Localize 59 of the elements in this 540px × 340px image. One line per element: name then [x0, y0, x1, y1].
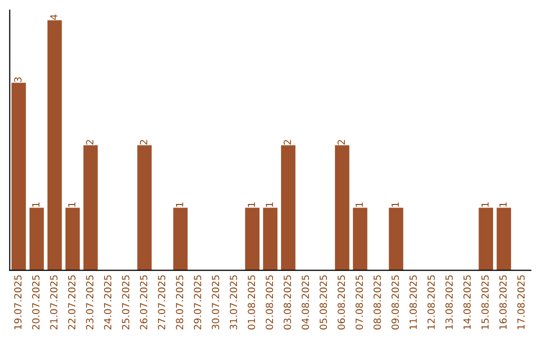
x-tick-label: 04.08.2025	[302, 275, 310, 330]
bar	[137, 145, 152, 270]
data-label: 4	[50, 14, 58, 20]
bar	[12, 82, 26, 270]
x-tick-label: 22.07.2025	[68, 275, 76, 330]
x-tick-label: 31.07.2025	[230, 275, 238, 330]
data-label: 1	[32, 202, 40, 207]
x-tick-label: 30.07.2025	[212, 275, 220, 330]
bar	[496, 208, 512, 270]
x-tick-label: 25.07.2025	[122, 275, 130, 330]
x-tick-label: 15.08.2025	[481, 275, 489, 330]
data-label: 1	[392, 202, 399, 207]
x-tick-label: 01.08.2025	[248, 275, 256, 330]
x-tick-label: 13.08.2025	[445, 275, 453, 330]
x-tick-label: 23.07.2025	[86, 275, 94, 330]
bar	[245, 208, 260, 270]
x-tick-label: 24.07.2025	[104, 275, 112, 330]
x-tick-label: 06.08.2025	[338, 275, 345, 330]
x-tick-label: 03.08.2025	[284, 275, 292, 330]
x-tick-label: 05.08.2025	[320, 275, 327, 330]
x-tick-label: 19.07.2025	[14, 275, 22, 330]
data-label: 1	[499, 202, 507, 207]
x-tick-label: 28.07.2025	[176, 275, 184, 330]
data-label: 1	[248, 202, 255, 207]
x-tick-label: 07.08.2025	[356, 275, 363, 330]
x-tick-label: 17.08.2025	[517, 275, 525, 330]
bar	[281, 145, 296, 270]
bar	[173, 208, 188, 270]
data-label: 2	[86, 140, 94, 145]
x-tick-label: 12.08.2025	[427, 275, 435, 330]
x-tick-label: 09.08.2025	[392, 275, 399, 330]
bar	[334, 145, 350, 270]
x-tick-label: 02.08.2025	[266, 275, 274, 330]
data-label: 2	[338, 140, 345, 145]
data-label: 2	[140, 140, 148, 145]
data-label: 1	[481, 202, 489, 207]
x-tick-label: 20.07.2025	[32, 275, 40, 330]
x-tick-label: 08.08.2025	[374, 275, 381, 330]
x-tick-label: 26.07.2025	[140, 275, 148, 330]
data-label: 1	[68, 202, 76, 207]
x-tick-label: 29.07.2025	[194, 275, 202, 330]
x-tick-label: 14.08.2025	[463, 275, 471, 330]
x-tick-label: 16.08.2025	[499, 275, 507, 330]
data-label: 1	[266, 202, 273, 207]
x-tick-label: 21.07.2025	[50, 275, 58, 330]
data-label: 3	[14, 77, 22, 82]
x-tick-label: 27.07.2025	[158, 275, 166, 330]
bar	[352, 208, 368, 270]
bar	[65, 208, 80, 270]
data-label: 1	[356, 202, 363, 207]
bar	[388, 208, 404, 270]
x-tick-label: 11.08.2025	[409, 275, 417, 330]
bar	[47, 20, 62, 270]
bar	[263, 208, 278, 270]
bar	[29, 208, 44, 270]
bar	[478, 208, 494, 270]
data-label: 2	[284, 140, 291, 145]
bar	[83, 145, 98, 270]
data-label: 1	[176, 202, 184, 207]
